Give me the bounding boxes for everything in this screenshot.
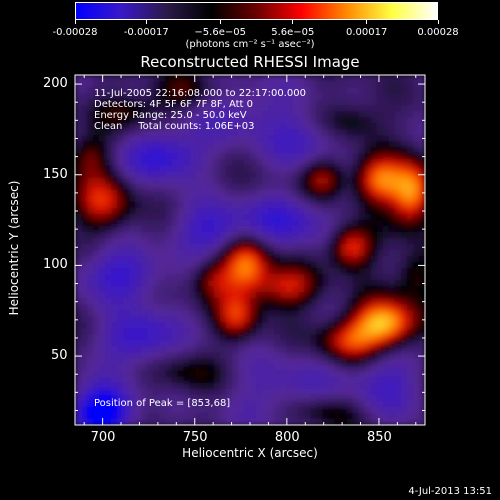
colorbar-tick bbox=[74, 20, 76, 24]
y-axis-label: Heliocentric Y (arcsec) bbox=[7, 180, 21, 316]
colorbar-tick-label: 5.6e−05 bbox=[271, 27, 315, 38]
colorbar bbox=[75, 2, 438, 20]
timestamp: 4-Jul-2013 13:51 bbox=[408, 486, 492, 497]
colorbar-tick-label: −5.6e−05 bbox=[194, 27, 246, 38]
x-axis-label: Heliocentric X (arcsec) bbox=[182, 446, 318, 460]
colorbar-tick-label: 0.00028 bbox=[417, 27, 459, 38]
y-tick-label: 150 bbox=[43, 166, 68, 182]
chart-title: Reconstructed RHESSI Image bbox=[140, 53, 360, 71]
colorbar-tick bbox=[145, 20, 147, 24]
annotation-clean-counts: Clean Total counts: 1.06E+03 bbox=[94, 121, 255, 132]
colorbar-tick bbox=[366, 20, 368, 24]
annotation-detectors: Detectors: 4F 5F 6F 7F 8F, Att 0 bbox=[94, 99, 254, 110]
x-tick-label: 750 bbox=[182, 430, 208, 445]
colorbar-tick-label: -0.00017 bbox=[123, 27, 169, 38]
colorbar-tick-label: -0.00028 bbox=[52, 27, 98, 38]
colorbar-tick bbox=[437, 20, 439, 24]
axis-ticks bbox=[75, 75, 425, 425]
colorbar-tick bbox=[292, 20, 294, 24]
x-tick-label: 700 bbox=[90, 430, 116, 445]
annotation-time-range: 11-Jul-2005 22:16:08.000 to 22:17:00.000 bbox=[94, 88, 306, 99]
x-tick-label: 850 bbox=[366, 430, 392, 445]
colorbar-tick bbox=[219, 20, 221, 24]
annotation-energy-range: Energy Range: 25.0 - 50.0 keV bbox=[94, 110, 247, 121]
annotation-peak-position: Position of Peak = [853,68] bbox=[94, 398, 231, 409]
y-tick-label: 200 bbox=[43, 76, 68, 92]
colorbar-units: (photons cm⁻² s⁻¹ asec⁻²) bbox=[185, 39, 315, 50]
y-tick-label: 50 bbox=[51, 348, 68, 364]
x-tick-label: 800 bbox=[274, 430, 300, 445]
y-tick-label: 100 bbox=[43, 257, 68, 273]
colorbar-tick-label: 0.00017 bbox=[346, 27, 388, 38]
heatmap-field bbox=[75, 75, 425, 425]
